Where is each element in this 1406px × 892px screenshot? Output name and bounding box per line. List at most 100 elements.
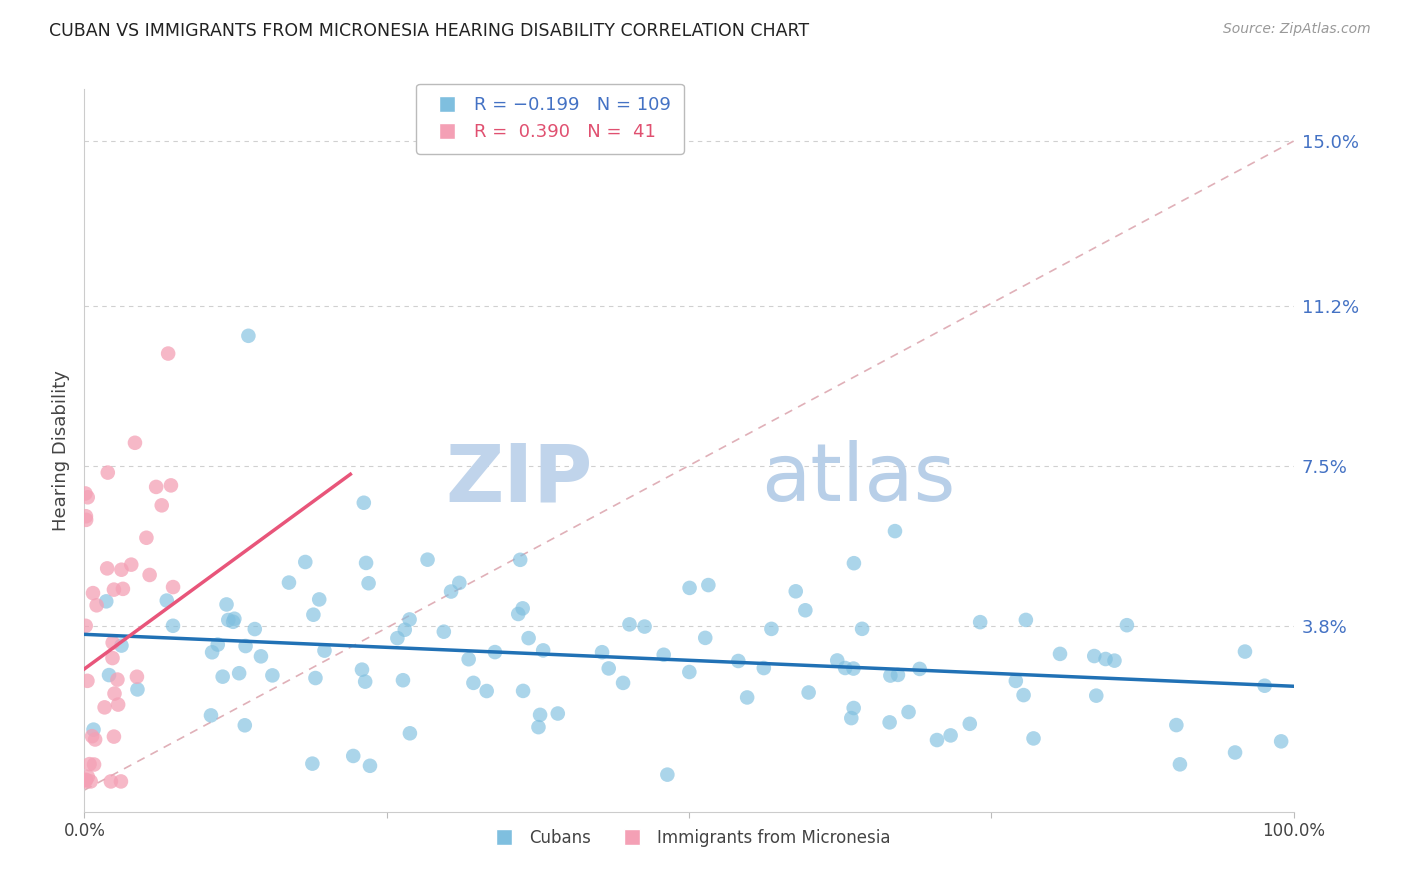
Point bbox=[925, 733, 948, 747]
Point bbox=[484, 645, 506, 659]
Point bbox=[262, 668, 284, 682]
Point bbox=[162, 580, 184, 594]
Point bbox=[353, 496, 375, 510]
Point bbox=[73, 774, 96, 789]
Point bbox=[785, 584, 807, 599]
Point bbox=[834, 661, 856, 675]
Point bbox=[612, 676, 634, 690]
Point bbox=[98, 668, 121, 682]
Point bbox=[79, 757, 101, 772]
Point bbox=[83, 723, 105, 737]
Point bbox=[96, 561, 118, 575]
Point bbox=[278, 575, 301, 590]
Point bbox=[110, 639, 132, 653]
Point bbox=[110, 774, 132, 789]
Point bbox=[463, 676, 485, 690]
Point bbox=[80, 729, 103, 743]
Point bbox=[678, 581, 700, 595]
Point bbox=[1012, 688, 1035, 702]
Point bbox=[1085, 689, 1108, 703]
Point bbox=[200, 708, 222, 723]
Point bbox=[1104, 654, 1126, 668]
Point bbox=[76, 673, 98, 688]
Point bbox=[1233, 644, 1256, 658]
Point bbox=[201, 645, 224, 659]
Point bbox=[398, 612, 420, 626]
Point bbox=[107, 698, 129, 712]
Point bbox=[842, 556, 865, 570]
Point bbox=[314, 643, 336, 657]
Point bbox=[75, 772, 97, 787]
Point bbox=[100, 774, 122, 789]
Point bbox=[752, 661, 775, 675]
Point bbox=[354, 556, 377, 570]
Point bbox=[392, 673, 415, 688]
Point bbox=[96, 594, 118, 608]
Point bbox=[794, 603, 817, 617]
Point bbox=[394, 623, 416, 637]
Point bbox=[879, 715, 901, 730]
Point bbox=[97, 466, 120, 480]
Point bbox=[1004, 673, 1026, 688]
Point bbox=[591, 645, 613, 659]
Point bbox=[238, 328, 260, 343]
Point bbox=[302, 607, 325, 622]
Point bbox=[207, 638, 229, 652]
Point bbox=[110, 563, 132, 577]
Point bbox=[103, 582, 125, 597]
Point bbox=[1015, 613, 1038, 627]
Point bbox=[1168, 757, 1191, 772]
Point bbox=[842, 701, 865, 715]
Point bbox=[156, 593, 179, 607]
Point bbox=[75, 486, 97, 500]
Point bbox=[80, 774, 103, 789]
Point bbox=[512, 601, 534, 615]
Point bbox=[250, 649, 273, 664]
Point bbox=[652, 648, 675, 662]
Point bbox=[217, 613, 239, 627]
Point bbox=[359, 759, 381, 773]
Point bbox=[125, 670, 148, 684]
Point bbox=[1223, 746, 1246, 760]
Point bbox=[735, 690, 758, 705]
Point bbox=[633, 619, 655, 633]
Point bbox=[959, 716, 981, 731]
Point bbox=[969, 615, 991, 629]
Point bbox=[103, 687, 125, 701]
Point bbox=[457, 652, 479, 666]
Point bbox=[101, 635, 124, 649]
Point bbox=[1049, 647, 1071, 661]
Point bbox=[224, 612, 246, 626]
Point bbox=[75, 509, 97, 524]
Point bbox=[350, 663, 373, 677]
Point bbox=[86, 599, 108, 613]
Point bbox=[887, 668, 910, 682]
Point bbox=[387, 631, 409, 645]
Y-axis label: Hearing Disability: Hearing Disability bbox=[52, 370, 70, 531]
Point bbox=[908, 662, 931, 676]
Point bbox=[138, 568, 160, 582]
Point bbox=[304, 671, 326, 685]
Point bbox=[475, 684, 498, 698]
Point bbox=[839, 711, 862, 725]
Point bbox=[103, 730, 125, 744]
Point bbox=[508, 607, 530, 621]
Point bbox=[1116, 618, 1139, 632]
Point bbox=[233, 718, 256, 732]
Point bbox=[531, 643, 554, 657]
Point bbox=[1166, 718, 1188, 732]
Point bbox=[897, 705, 920, 719]
Point bbox=[851, 622, 873, 636]
Point bbox=[512, 684, 534, 698]
Point bbox=[1270, 734, 1292, 748]
Point bbox=[124, 435, 146, 450]
Point bbox=[797, 685, 820, 699]
Point bbox=[657, 767, 679, 781]
Point bbox=[157, 346, 180, 360]
Point bbox=[842, 662, 865, 676]
Point bbox=[301, 756, 323, 771]
Point bbox=[211, 670, 233, 684]
Point bbox=[825, 653, 848, 667]
Text: Source: ZipAtlas.com: Source: ZipAtlas.com bbox=[1223, 22, 1371, 37]
Legend: Cubans, Immigrants from Micronesia: Cubans, Immigrants from Micronesia bbox=[481, 822, 897, 854]
